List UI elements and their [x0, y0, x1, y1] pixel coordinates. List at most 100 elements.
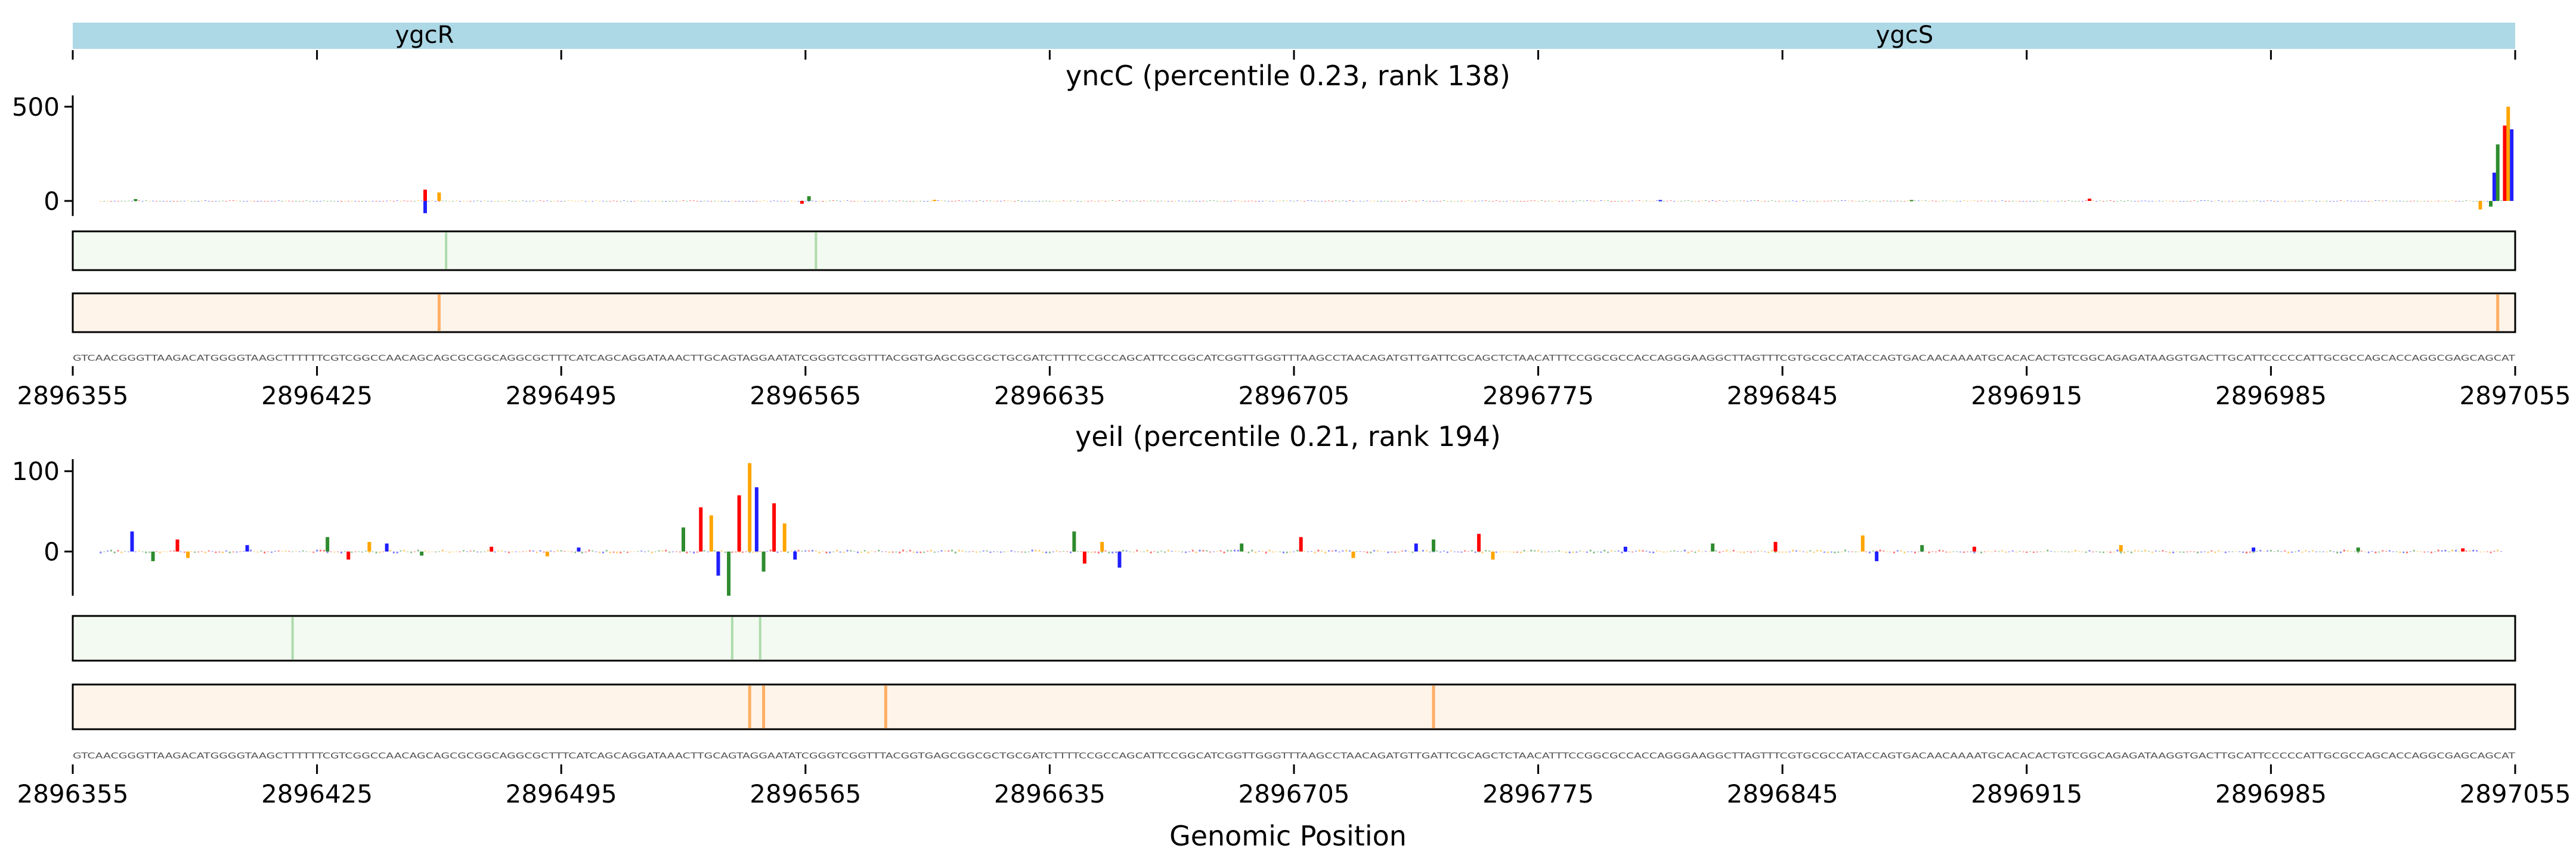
attribution-bar: [1432, 201, 1435, 202]
attribution-bar: [693, 200, 695, 202]
attribution-bar: [741, 552, 744, 553]
attribution-bar: [1066, 201, 1069, 202]
attribution-bar: [1125, 550, 1128, 552]
attribution-bar: [249, 200, 252, 202]
attribution-bar: [1739, 200, 1742, 202]
attribution-bar: [1234, 549, 1236, 552]
attribution-bar: [2218, 200, 2220, 202]
gene-label: ygcS: [1876, 21, 1933, 49]
attribution-bar: [487, 550, 489, 552]
attribution-bar: [1091, 200, 1093, 202]
attribution-bar: [2413, 200, 2415, 202]
attribution-bar: [162, 200, 165, 202]
attribution-bar: [1272, 201, 1274, 202]
attribution-peak: [1082, 552, 1086, 564]
attribution-bar: [1404, 201, 1407, 202]
attribution-bar: [1621, 552, 1623, 553]
attribution-peak: [420, 552, 424, 556]
attribution-bar: [550, 201, 552, 202]
attribution-bar: [1101, 552, 1103, 553]
attribution-bar: [1638, 200, 1640, 201]
attribution-bar: [2130, 200, 2132, 202]
attribution-bar: [239, 200, 242, 202]
attribution-bar: [675, 201, 677, 202]
attribution-bar: [1987, 550, 1989, 552]
attribution-bar: [2154, 550, 2157, 552]
attribution-bar: [944, 550, 946, 552]
attribution-bar: [543, 201, 545, 202]
attribution-bar: [801, 550, 803, 552]
attribution-bar: [1973, 200, 1976, 201]
x-tick-label: 2896355: [17, 381, 128, 410]
y-tick-label: 0: [44, 187, 60, 216]
attribution-bar: [1024, 552, 1026, 553]
attribution-bar: [2071, 200, 2073, 202]
attribution-bar: [2441, 550, 2443, 552]
attribution-bar: [403, 200, 405, 202]
attribution-bar: [225, 550, 227, 552]
attribution-bar: [2224, 552, 2227, 553]
attribution-bar: [535, 552, 538, 553]
attribution-bar: [1736, 200, 1738, 202]
attribution-bar: [1129, 200, 1131, 202]
attribution-bar: [1715, 550, 1717, 552]
attribution-bar: [2078, 551, 2080, 552]
attribution-bar: [1446, 201, 1448, 202]
attribution-bar: [1206, 550, 1208, 552]
attribution-bar: [326, 552, 329, 553]
attribution-bar: [494, 201, 496, 202]
attribution-bar: [1792, 549, 1794, 552]
attribution-bar: [1038, 550, 1041, 552]
attribution-bar: [1722, 201, 1724, 202]
attribution-bar: [2022, 201, 2024, 202]
attribution-bar: [1628, 551, 1630, 552]
signal-a-mark: [730, 617, 733, 659]
attribution-bar: [1063, 200, 1065, 202]
attribution-bar: [1331, 550, 1333, 552]
attribution-bar: [951, 549, 953, 552]
attribution-bar: [1565, 552, 1567, 553]
signal-b-mark: [2496, 295, 2500, 331]
attribution-bar: [808, 201, 810, 202]
attribution-bar: [323, 550, 325, 552]
attribution-bar: [1464, 550, 1466, 552]
attribution-bar: [473, 200, 475, 202]
attribution-bar: [2441, 201, 2443, 202]
attribution-bar: [1216, 550, 1218, 552]
attribution-bar: [1519, 552, 1522, 553]
attribution-bar: [986, 550, 988, 552]
attribution-bar: [944, 200, 946, 202]
attribution-bar: [2277, 550, 2279, 552]
attribution-peak: [186, 552, 190, 558]
attribution-bar: [1163, 201, 1166, 202]
attribution-bar: [1321, 550, 1323, 552]
attribution-bar: [1007, 200, 1009, 202]
attribution-bar: [1391, 201, 1393, 202]
attribution-bar: [117, 550, 119, 552]
x-tick-label: 2896705: [1238, 381, 1349, 410]
attribution-bar: [1726, 549, 1728, 552]
attribution-bar: [2085, 552, 2087, 553]
attribution-bar: [1265, 552, 1267, 554]
attribution-bar: [2301, 201, 2303, 202]
attribution-bar: [1352, 201, 1354, 202]
attribution-bar: [1868, 552, 1871, 553]
attribution-bar: [2423, 552, 2426, 553]
attribution-bar: [626, 552, 628, 553]
attribution-bar: [2291, 201, 2293, 202]
attribution-bar: [2015, 201, 2017, 202]
attribution-bar: [1261, 200, 1264, 202]
attribution-bar: [2018, 201, 2021, 202]
x-tick-label: 2896355: [17, 779, 128, 809]
attribution-bar: [923, 201, 925, 202]
attribution-bar: [2103, 201, 2105, 202]
attribution-bar: [1157, 201, 1159, 202]
attribution-bar: [2308, 200, 2311, 202]
attribution-bar: [891, 200, 894, 202]
attribution-bar: [1140, 201, 1142, 202]
attribution-bar: [1195, 552, 1197, 553]
attribution-bar: [1244, 201, 1246, 202]
attribution-bar: [717, 200, 720, 202]
attribution-bar: [428, 200, 430, 202]
attribution-bar: [989, 552, 992, 553]
